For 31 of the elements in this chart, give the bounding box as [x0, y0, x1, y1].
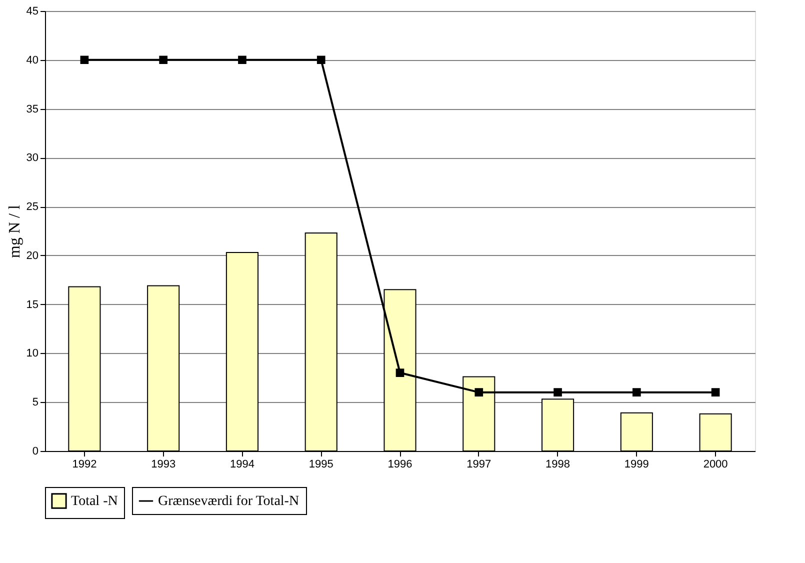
- x-tick-label: 1994: [230, 458, 254, 470]
- y-tick-label: 10: [26, 348, 38, 360]
- point: [632, 388, 641, 396]
- y-tick-label: 0: [32, 446, 38, 458]
- x-tick-label: 1997: [466, 458, 492, 470]
- x-tick-label: 1999: [624, 458, 649, 470]
- y-tick-label: 40: [26, 54, 38, 66]
- y-tick-label: 20: [26, 250, 38, 262]
- point: [159, 56, 168, 64]
- y-tick-label: 5: [32, 396, 38, 409]
- x-tick-label: 1998: [546, 458, 570, 470]
- y-tick-label: 35: [26, 103, 38, 116]
- x-tick-label: 2000: [703, 458, 728, 470]
- x-tick-label: 1992: [72, 458, 97, 470]
- x-tick-label: 1995: [308, 458, 334, 470]
- legend-label: Grænseværdi for Total-N: [158, 494, 300, 509]
- point: [80, 56, 89, 64]
- y-tick-label: 25: [26, 201, 38, 214]
- y-tick-label: 15: [26, 298, 38, 311]
- y-tick-label: 45: [26, 6, 38, 18]
- y-tick-label: 30: [26, 152, 38, 164]
- x-tick-label: 1993: [151, 458, 176, 470]
- point: [396, 368, 404, 377]
- y-axis-title: mg N / l: [6, 204, 24, 258]
- point: [316, 56, 326, 64]
- point: [238, 56, 246, 64]
- point: [474, 388, 484, 396]
- x-tick-label: 1996: [388, 458, 412, 470]
- legend-label: Total -N: [71, 494, 118, 509]
- point: [711, 388, 720, 396]
- point: [554, 388, 562, 396]
